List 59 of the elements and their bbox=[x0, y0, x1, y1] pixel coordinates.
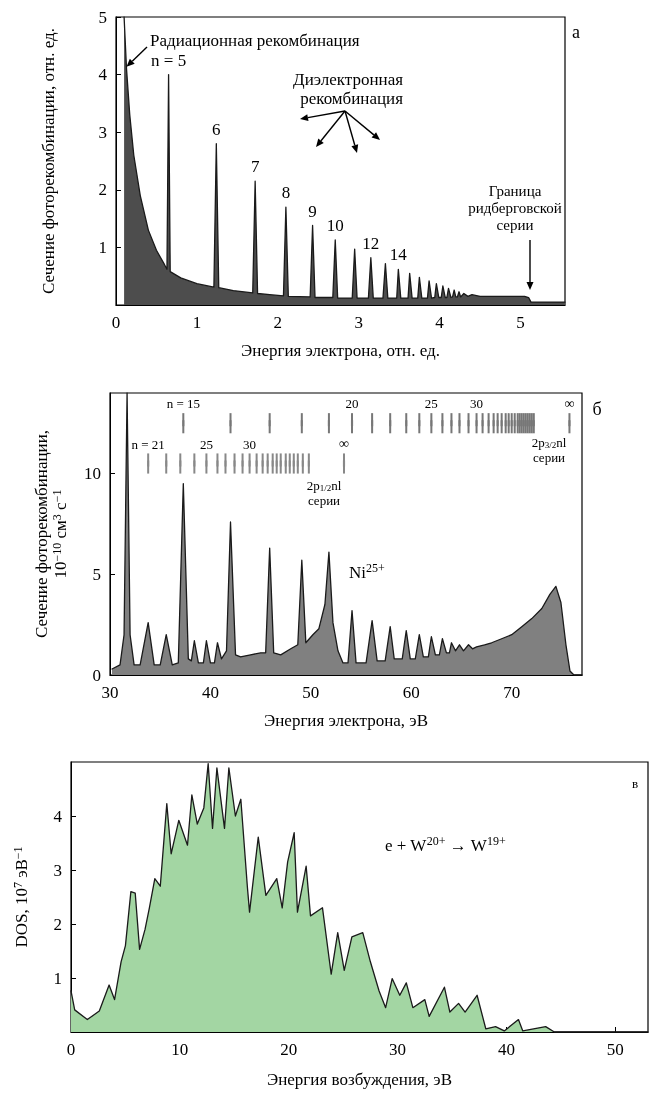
y-tick-label: 4 bbox=[53, 806, 63, 826]
x-tick-label: 20 bbox=[280, 1040, 298, 1059]
annotation: 2p1/2nl серии bbox=[306, 478, 342, 508]
y-tick-label: 2 bbox=[53, 914, 62, 934]
annotation: 8 bbox=[281, 183, 291, 203]
x-tick-label: 4 bbox=[435, 313, 445, 332]
text: а bbox=[572, 22, 580, 42]
x-axis-title: Энергия электрона, эВ bbox=[264, 711, 428, 730]
annotation: 2p3/2nl серии bbox=[531, 435, 567, 465]
annotation: 12 bbox=[362, 233, 380, 253]
annotation: 6 bbox=[212, 119, 221, 139]
x-axis-title: Энергия возбуждения, эВ bbox=[267, 1070, 452, 1089]
x-tick-label: 40 bbox=[201, 683, 219, 702]
annotation: Диэлектронная рекомбинация bbox=[293, 70, 404, 108]
annotation: ∞ bbox=[564, 395, 575, 411]
annotation: 14 bbox=[389, 245, 408, 265]
y-tick-label: 3 bbox=[53, 860, 62, 880]
x-tick-label: 70 bbox=[503, 683, 521, 702]
y-tick-label: 10 bbox=[84, 464, 101, 484]
annotation: 25 bbox=[424, 396, 438, 412]
x-tick-label: 50 bbox=[302, 683, 320, 702]
y-tick-label: 2 bbox=[98, 180, 107, 200]
x-tick-label: 3 bbox=[354, 313, 363, 332]
y-tick-label: 1 bbox=[53, 968, 62, 988]
y-tick-label: 1 bbox=[98, 237, 107, 257]
annotation: ∞ bbox=[339, 436, 349, 451]
x-axis-title: Энергия электрона, отн. ед. bbox=[241, 341, 440, 360]
annotation: Граница ридберговской серии bbox=[468, 182, 562, 233]
x-tick-label: 30 bbox=[101, 683, 119, 702]
x-tick-label: 40 bbox=[497, 1040, 515, 1059]
annotation: n = 21 bbox=[131, 436, 165, 452]
annotation: 7 bbox=[250, 157, 260, 177]
annotation: в bbox=[631, 775, 639, 791]
y-tick-label: 5 bbox=[92, 564, 101, 584]
annotation: 10 bbox=[326, 215, 344, 235]
annotation: 20 bbox=[345, 396, 359, 412]
x-tick-label: 1 bbox=[192, 313, 202, 332]
annotation: n = 15 bbox=[166, 396, 200, 412]
y-axis-title: Сечение фоторекомбинации, отн. ед. bbox=[39, 28, 58, 294]
y-tick-label: 0 bbox=[92, 665, 101, 685]
annotation: 25 bbox=[199, 436, 213, 452]
text: б bbox=[592, 399, 602, 419]
x-tick-label: 10 bbox=[171, 1040, 189, 1059]
x-tick-label: 50 bbox=[606, 1040, 624, 1059]
annotation: 30 bbox=[470, 396, 484, 412]
x-tick-label: 30 bbox=[389, 1040, 407, 1059]
x-tick-label: 60 bbox=[402, 683, 420, 702]
y-tick-label: 5 bbox=[98, 7, 107, 27]
y-tick-label: 4 bbox=[98, 65, 108, 85]
y-tick-label: 3 bbox=[98, 122, 107, 142]
annotation: 30 bbox=[243, 436, 257, 452]
x-tick-label: 5 bbox=[516, 313, 525, 332]
annotation: 9 bbox=[308, 201, 317, 221]
y-axis-title: DOS, 107 эВ−1 bbox=[10, 846, 31, 948]
annotation: n = 5 bbox=[151, 50, 187, 70]
x-tick-label: 0 bbox=[111, 313, 121, 332]
x-tick-label: 0 bbox=[66, 1040, 76, 1059]
annotation: Радиационная рекомбинация bbox=[150, 30, 360, 50]
x-tick-label: 2 bbox=[273, 313, 283, 332]
